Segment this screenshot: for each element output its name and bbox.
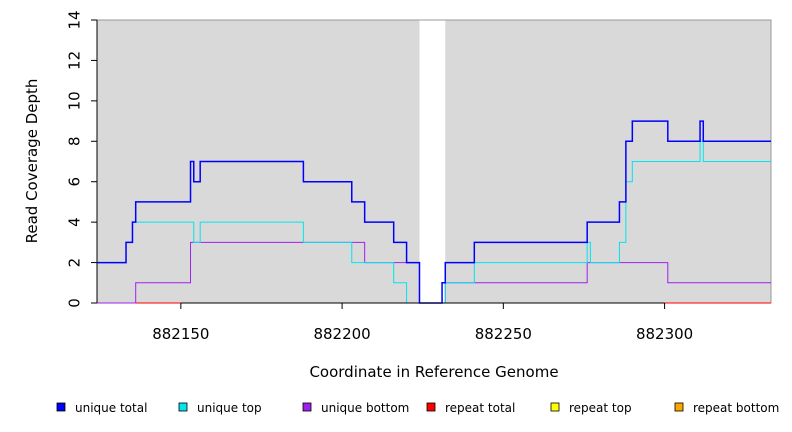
y-tick-label: 6: [65, 177, 83, 187]
legend-swatch-unique-top: [178, 402, 188, 412]
y-tick-label: 2: [65, 258, 83, 268]
legend-swatch-repeat-total: [426, 402, 436, 412]
x-tick-label: 882200: [313, 325, 370, 343]
legend-label-repeat-bottom: repeat bottom: [693, 401, 779, 415]
series-line-unique-total: [97, 120, 771, 304]
legend-swatch-unique-total: [56, 402, 66, 412]
x-tick-label: 882150: [152, 325, 209, 343]
legend-swatch-unique-bottom: [302, 402, 312, 412]
legend-swatch-repeat-bottom: [674, 402, 684, 412]
legend-label-unique-bottom: unique bottom: [321, 401, 409, 415]
y-tick-label: 4: [65, 217, 83, 227]
y-tick-label: 8: [65, 137, 83, 147]
axes-layer: 0 2 4 6 8 10 12 14 882150 882200 882250 882300: [65, 10, 693, 343]
y-tick-label: 10: [65, 91, 83, 110]
x-tick-label: 882250: [475, 325, 532, 343]
legend-swatch-repeat-top: [550, 402, 560, 412]
legend-label-unique-total: unique total: [75, 401, 147, 415]
y-tick-label: 12: [65, 51, 83, 70]
x-tick-label: 882300: [636, 325, 693, 343]
y-tick-label: 0: [65, 298, 83, 308]
legend: unique total unique top unique bottom repea…: [56, 401, 779, 415]
gap-region: [419, 20, 446, 303]
x-axis-title: Coordinate in Reference Genome: [309, 363, 558, 381]
legend-label-unique-top: unique top: [197, 401, 262, 415]
legend-label-repeat-top: repeat top: [569, 401, 632, 415]
legend-label-repeat-total: repeat total: [445, 401, 515, 415]
y-axis-title: Read Coverage Depth: [23, 79, 41, 244]
y-tick-label: 14: [65, 10, 83, 29]
